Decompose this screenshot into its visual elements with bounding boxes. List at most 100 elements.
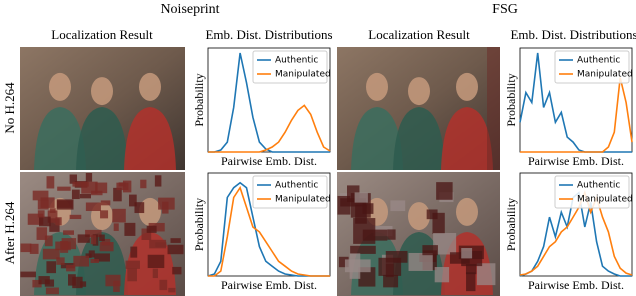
- patch: [147, 226, 157, 233]
- series-line: [520, 78, 632, 152]
- row-title: After H.264: [2, 201, 17, 264]
- y-axis-label: Probability: [192, 73, 206, 126]
- row-title: No H.264: [2, 82, 17, 134]
- patch: [80, 194, 91, 198]
- y-axis-label: Probability: [504, 198, 518, 251]
- patch: [129, 195, 137, 207]
- patch: [168, 245, 184, 254]
- patch: [37, 227, 48, 240]
- patch: [86, 173, 92, 182]
- column-title: Emb. Dist. Distributions: [205, 27, 332, 42]
- patch: [435, 267, 449, 282]
- legend-label: Authentic: [577, 56, 620, 66]
- patch: [355, 205, 367, 224]
- patch: [63, 230, 74, 235]
- patch: [91, 259, 99, 263]
- head: [366, 73, 388, 101]
- patch: [72, 190, 80, 199]
- legend-label: Authentic: [275, 181, 318, 191]
- patch: [21, 244, 32, 253]
- patch: [91, 235, 96, 244]
- patch: [422, 245, 438, 255]
- y-axis-label: Probability: [192, 198, 206, 251]
- head: [139, 73, 161, 101]
- patch: [148, 255, 165, 268]
- patch: [355, 192, 368, 202]
- patch: [39, 217, 51, 227]
- patch: [20, 272, 35, 278]
- legend-label: Authentic: [275, 56, 318, 66]
- patch: [38, 210, 45, 217]
- patch: [105, 275, 120, 287]
- patch: [73, 256, 89, 267]
- legend-label: Manipulated: [577, 195, 633, 205]
- patch: [461, 248, 472, 258]
- patch: [172, 267, 181, 274]
- legend-label: Manipulated: [275, 70, 331, 80]
- patch: [338, 196, 351, 215]
- patch: [477, 263, 495, 285]
- group-title: Noiseprint: [160, 2, 219, 17]
- patch: [170, 238, 180, 243]
- patch: [112, 209, 126, 223]
- patch: [436, 182, 452, 200]
- patch: [114, 223, 119, 231]
- column-title: Localization Result: [368, 27, 470, 42]
- tint: [487, 47, 500, 170]
- patch: [158, 198, 175, 210]
- patch: [60, 241, 68, 253]
- patch: [45, 279, 54, 286]
- patch: [55, 217, 61, 225]
- patch: [140, 180, 146, 189]
- patch: [127, 268, 137, 281]
- patch: [350, 253, 361, 279]
- legend-label: Authentic: [577, 181, 620, 191]
- x-axis-label: Pairwise Emb. Dist.: [221, 278, 317, 292]
- patch: [46, 261, 56, 273]
- patch: [409, 253, 433, 271]
- series-line: [208, 105, 330, 152]
- patch: [153, 269, 158, 278]
- patch: [46, 288, 59, 295]
- patch: [72, 182, 88, 187]
- patch: [130, 247, 137, 258]
- patch: [86, 202, 101, 211]
- head: [49, 73, 71, 101]
- patch: [168, 288, 175, 293]
- patch: [30, 244, 39, 254]
- patch: [101, 200, 111, 205]
- patch: [89, 250, 95, 257]
- patch: [80, 281, 86, 286]
- column-title: Emb. Dist. Distributions: [510, 27, 636, 42]
- group-title: FSG: [492, 2, 518, 17]
- patch: [78, 234, 90, 242]
- patch: [390, 200, 405, 211]
- patch: [149, 240, 166, 249]
- patch: [33, 191, 49, 201]
- patch: [126, 261, 140, 269]
- patch: [70, 215, 82, 219]
- head: [456, 198, 478, 226]
- patch: [100, 210, 108, 218]
- y-axis-label: Probability: [504, 73, 518, 126]
- patch: [99, 235, 105, 242]
- patch: [387, 229, 395, 239]
- patch: [68, 274, 76, 285]
- figure: Noiseprint FSG Localization Result Emb. …: [0, 0, 636, 296]
- patch: [159, 280, 167, 290]
- legend-label: Manipulated: [577, 70, 633, 80]
- head: [456, 73, 478, 101]
- patch: [95, 183, 107, 194]
- patch: [155, 175, 162, 186]
- patch: [466, 272, 475, 291]
- patch: [466, 264, 476, 274]
- x-axis-label: Pairwise Emb. Dist.: [528, 154, 624, 168]
- patch: [57, 199, 74, 209]
- patch: [350, 246, 376, 254]
- patch: [378, 258, 401, 276]
- x-axis-label: Pairwise Emb. Dist.: [528, 278, 624, 292]
- patch: [47, 176, 55, 188]
- head: [408, 77, 430, 105]
- patch: [57, 187, 70, 191]
- patch: [363, 230, 388, 241]
